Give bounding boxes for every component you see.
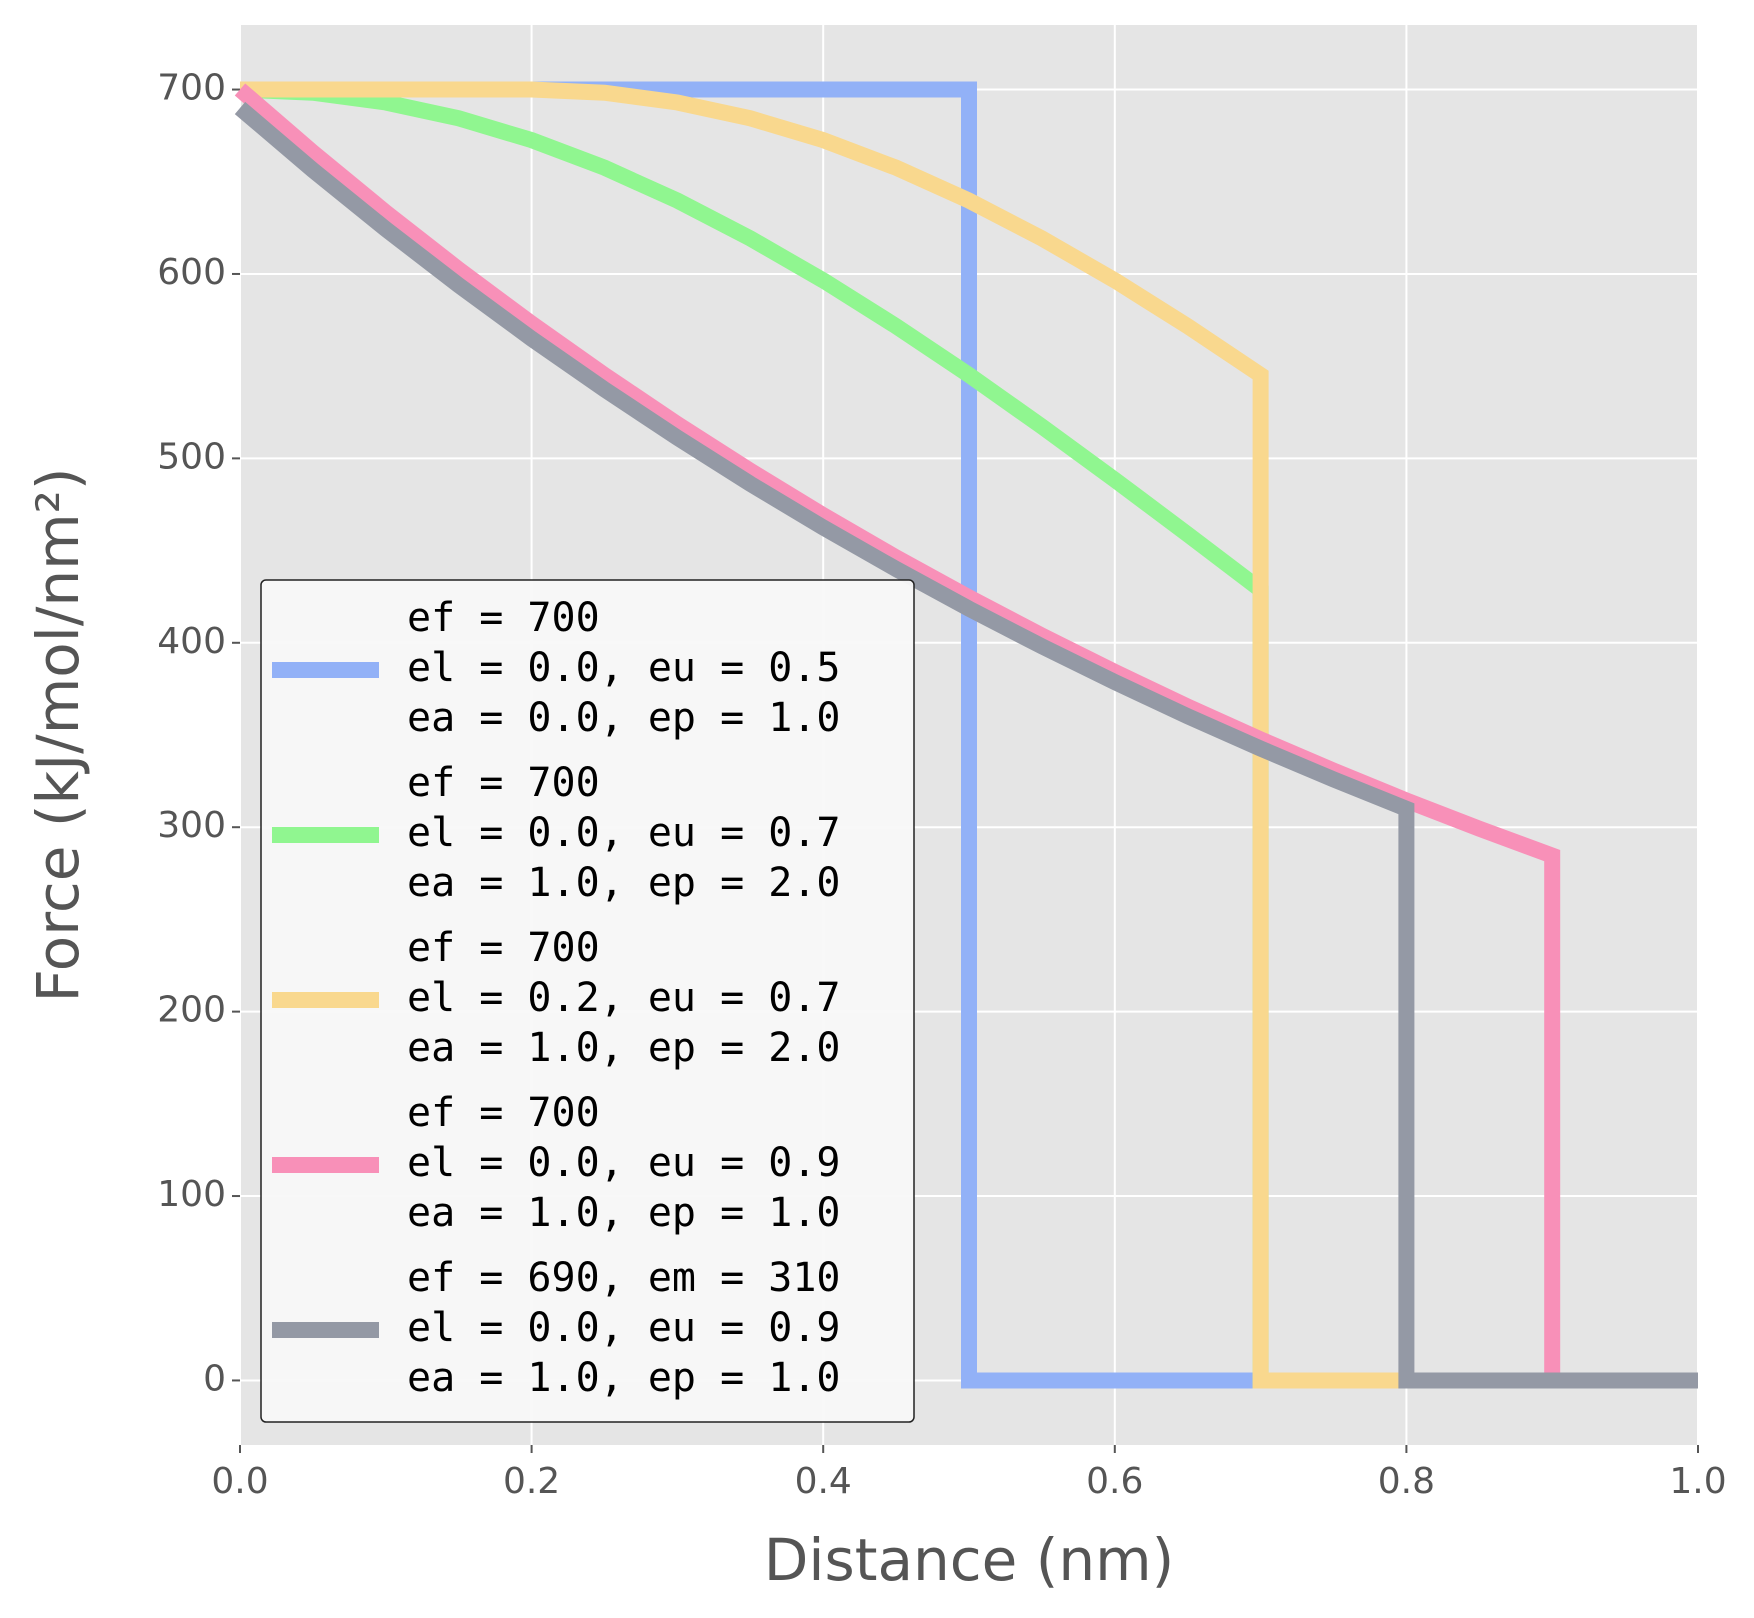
y-axis-label: Force (kJ/mol/nm²) [24,468,92,1003]
x-axis-label: Distance (nm) [764,1526,1175,1594]
y-tick-label: 100 [157,1174,226,1215]
y-tick-label: 200 [157,990,226,1031]
y-tick-label: 600 [157,252,226,293]
line [234,83,1698,1389]
y-tick-label: 400 [157,621,226,662]
y-tick-label: 300 [157,805,226,846]
x-tick-label: 0.6 [1086,1461,1143,1502]
x-tick-label: 0.2 [503,1461,560,1502]
x-tick-label: 1.0 [1669,1461,1726,1502]
y-tick-label: 500 [157,436,226,477]
line [240,81,1698,1389]
legend-label: ef = 690, em = 310 el = 0.0, eu = 0.9 ea =… [407,1255,840,1401]
x-tick-label: 0.0 [211,1461,268,1502]
legend-label: ef = 700 el = 0.2, eu = 0.7 ea = 1.0, ep =… [407,925,840,1071]
legend-label: ef = 700 el = 0.0, eu = 0.5 ea = 0.0, ep =… [407,595,840,741]
x-tick-label: 0.8 [1378,1461,1435,1502]
line [239,81,1698,1389]
legend-box [260,579,915,1423]
x-tick-label: 0.4 [795,1461,852,1502]
y-tick-label: 0 [203,1358,226,1399]
line [234,101,1698,1389]
legend-label: ef = 700 el = 0.0, eu = 0.7 ea = 1.0, ep =… [407,760,840,906]
legend-label: ef = 700 el = 0.0, eu = 0.9 ea = 1.0, ep =… [407,1090,840,1236]
y-tick-label: 700 [157,68,226,109]
